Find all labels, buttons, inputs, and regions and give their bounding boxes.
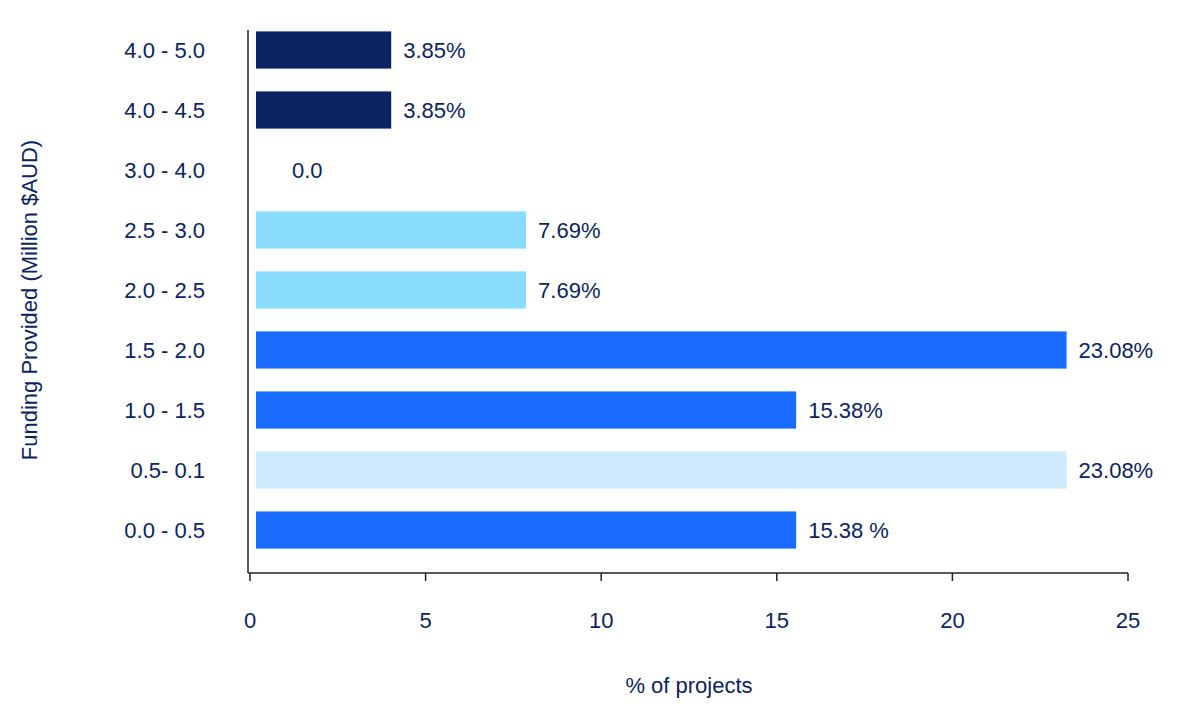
tick-label: 10 xyxy=(589,608,613,633)
bar xyxy=(256,211,526,248)
data-label: 3.85% xyxy=(403,98,465,123)
category-label: 2.0 - 2.5 xyxy=(124,278,205,303)
tick xyxy=(425,573,427,581)
tick xyxy=(600,573,602,581)
data-label: 7.69% xyxy=(538,218,600,243)
data-label: 15.38% xyxy=(808,398,883,423)
tick xyxy=(776,573,778,581)
category-label: 1.5 - 2.0 xyxy=(124,338,205,363)
y-axis-title: Funding Provided (Million $AUD) xyxy=(17,140,42,460)
tick-label: 25 xyxy=(1116,608,1140,633)
tick xyxy=(952,573,954,581)
category-label: 0.5- 0.1 xyxy=(130,458,205,483)
bar xyxy=(256,391,796,428)
data-label: 23.08% xyxy=(1079,338,1154,363)
tick-label: 0 xyxy=(244,608,256,633)
bars xyxy=(256,31,1067,548)
category-label: 4.0 - 5.0 xyxy=(124,38,205,63)
data-label: 15.38 % xyxy=(808,518,889,543)
data-label: 0.0 xyxy=(292,158,323,183)
category-label: 2.5 - 3.0 xyxy=(124,218,205,243)
tick xyxy=(1127,573,1129,581)
bar xyxy=(256,271,526,308)
category-label: 0.0 - 0.5 xyxy=(124,518,205,543)
bar xyxy=(256,91,391,128)
x-axis-title: % of projects xyxy=(625,673,752,698)
chart: 0 5 10 15 20 25 0.0 - 0.5 0.5- 0.1 1.0 - 1.5 1.5 … xyxy=(0,0,1200,719)
bar xyxy=(256,31,391,68)
bar xyxy=(256,331,1067,368)
y-axis-line xyxy=(247,30,249,573)
tick-label: 15 xyxy=(765,608,789,633)
tick-label: 5 xyxy=(419,608,431,633)
category-label: 4.0 - 4.5 xyxy=(124,98,205,123)
bar xyxy=(256,451,1067,488)
category-label: 3.0 - 4.0 xyxy=(124,158,205,183)
tick xyxy=(249,573,251,581)
bar xyxy=(256,151,257,188)
x-axis-line xyxy=(248,572,1128,574)
data-label: 3.85% xyxy=(403,38,465,63)
tick-label: 20 xyxy=(940,608,964,633)
data-label: 7.69% xyxy=(538,278,600,303)
bar xyxy=(256,511,796,548)
category-label: 1.0 - 1.5 xyxy=(124,398,205,423)
data-label: 23.08% xyxy=(1079,458,1154,483)
